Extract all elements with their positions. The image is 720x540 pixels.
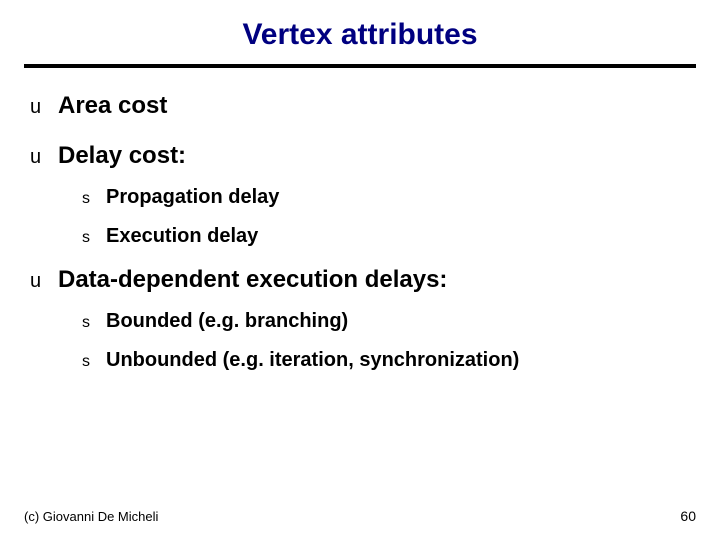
bullet-text: Delay cost:: [58, 142, 186, 170]
footer-page-number: 60: [680, 508, 696, 524]
bullet-l2-group: s Propagation delay s Execution delay: [82, 186, 690, 248]
bullet-l2: s Bounded (e.g. branching): [82, 310, 690, 333]
bullet-text: Bounded (e.g. branching): [106, 310, 348, 333]
bullet-l1: u Area cost: [30, 92, 690, 120]
bullet-l2: s Unbounded (e.g. iteration, synchroniza…: [82, 349, 690, 372]
bullet-marker-l2: s: [82, 314, 106, 332]
content-area: u Area cost u Delay cost: s Propagation …: [0, 68, 720, 372]
bullet-marker-l2: s: [82, 353, 106, 371]
slide-title: Vertex attributes: [0, 18, 720, 52]
title-area: Vertex attributes: [0, 0, 720, 60]
slide: Vertex attributes u Area cost u Delay co…: [0, 0, 720, 540]
bullet-text: Area cost: [58, 92, 167, 120]
bullet-text: Data-dependent execution delays:: [58, 266, 447, 294]
footer-copyright: (c) Giovanni De Micheli: [24, 509, 158, 524]
bullet-text: Unbounded (e.g. iteration, synchronizati…: [106, 349, 519, 372]
bullet-marker-l1: u: [30, 96, 58, 119]
bullet-marker-l2: s: [82, 190, 106, 208]
bullet-l2: s Propagation delay: [82, 186, 690, 209]
bullet-marker-l1: u: [30, 270, 58, 293]
bullet-text: Propagation delay: [106, 186, 279, 209]
bullet-marker-l1: u: [30, 146, 58, 169]
bullet-l2-group: s Bounded (e.g. branching) s Unbounded (…: [82, 310, 690, 372]
bullet-l1: u Delay cost:: [30, 142, 690, 170]
bullet-l1: u Data-dependent execution delays:: [30, 266, 690, 294]
bullet-marker-l2: s: [82, 229, 106, 247]
bullet-l2: s Execution delay: [82, 225, 690, 248]
bullet-text: Execution delay: [106, 225, 258, 248]
